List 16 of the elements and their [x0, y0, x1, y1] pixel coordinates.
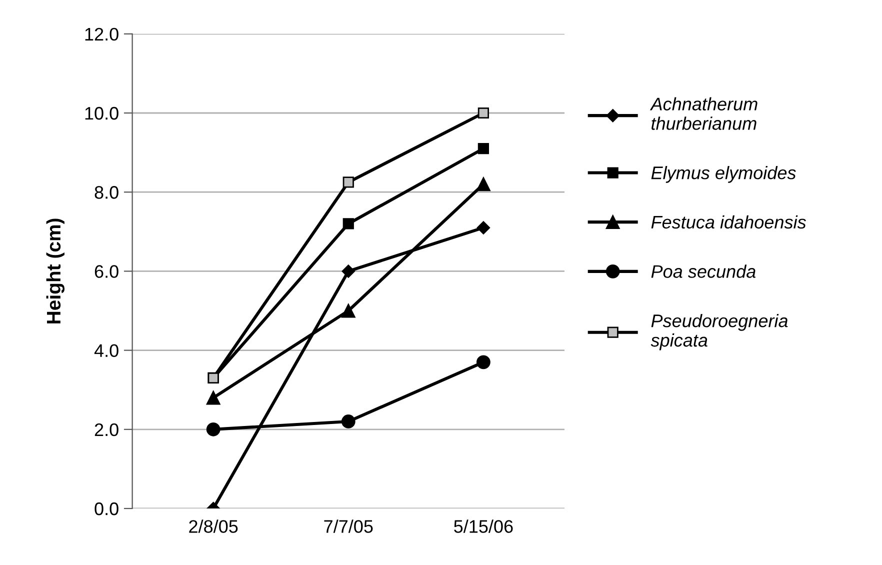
y-tick-label: 2.0 [94, 423, 118, 436]
x-tick-label: 2/8/05 [189, 520, 238, 533]
x-tick-label: 5/15/06 [454, 520, 513, 533]
x-tick-label: 7/7/05 [324, 520, 373, 533]
y-tick-label: 10.0 [85, 106, 118, 120]
y-tick-label: 0.0 [94, 502, 118, 516]
legend-label: Festuca idahoensis [651, 215, 806, 229]
legend-label: Pseudoroegneria spicata [650, 314, 788, 350]
y-axis-title: Height (cm) [46, 218, 65, 324]
y-tick-label: 8.0 [94, 186, 118, 199]
legend-label: Elymus elymoides [651, 166, 796, 183]
y-tick-label: 6.0 [94, 265, 118, 278]
y-tick-label: 12.0 [85, 28, 118, 41]
legend-label: Achnatherum thurberianum [650, 97, 758, 130]
legend-label: Poa secunda [651, 264, 756, 278]
y-tick-label: 4.0 [94, 344, 118, 358]
